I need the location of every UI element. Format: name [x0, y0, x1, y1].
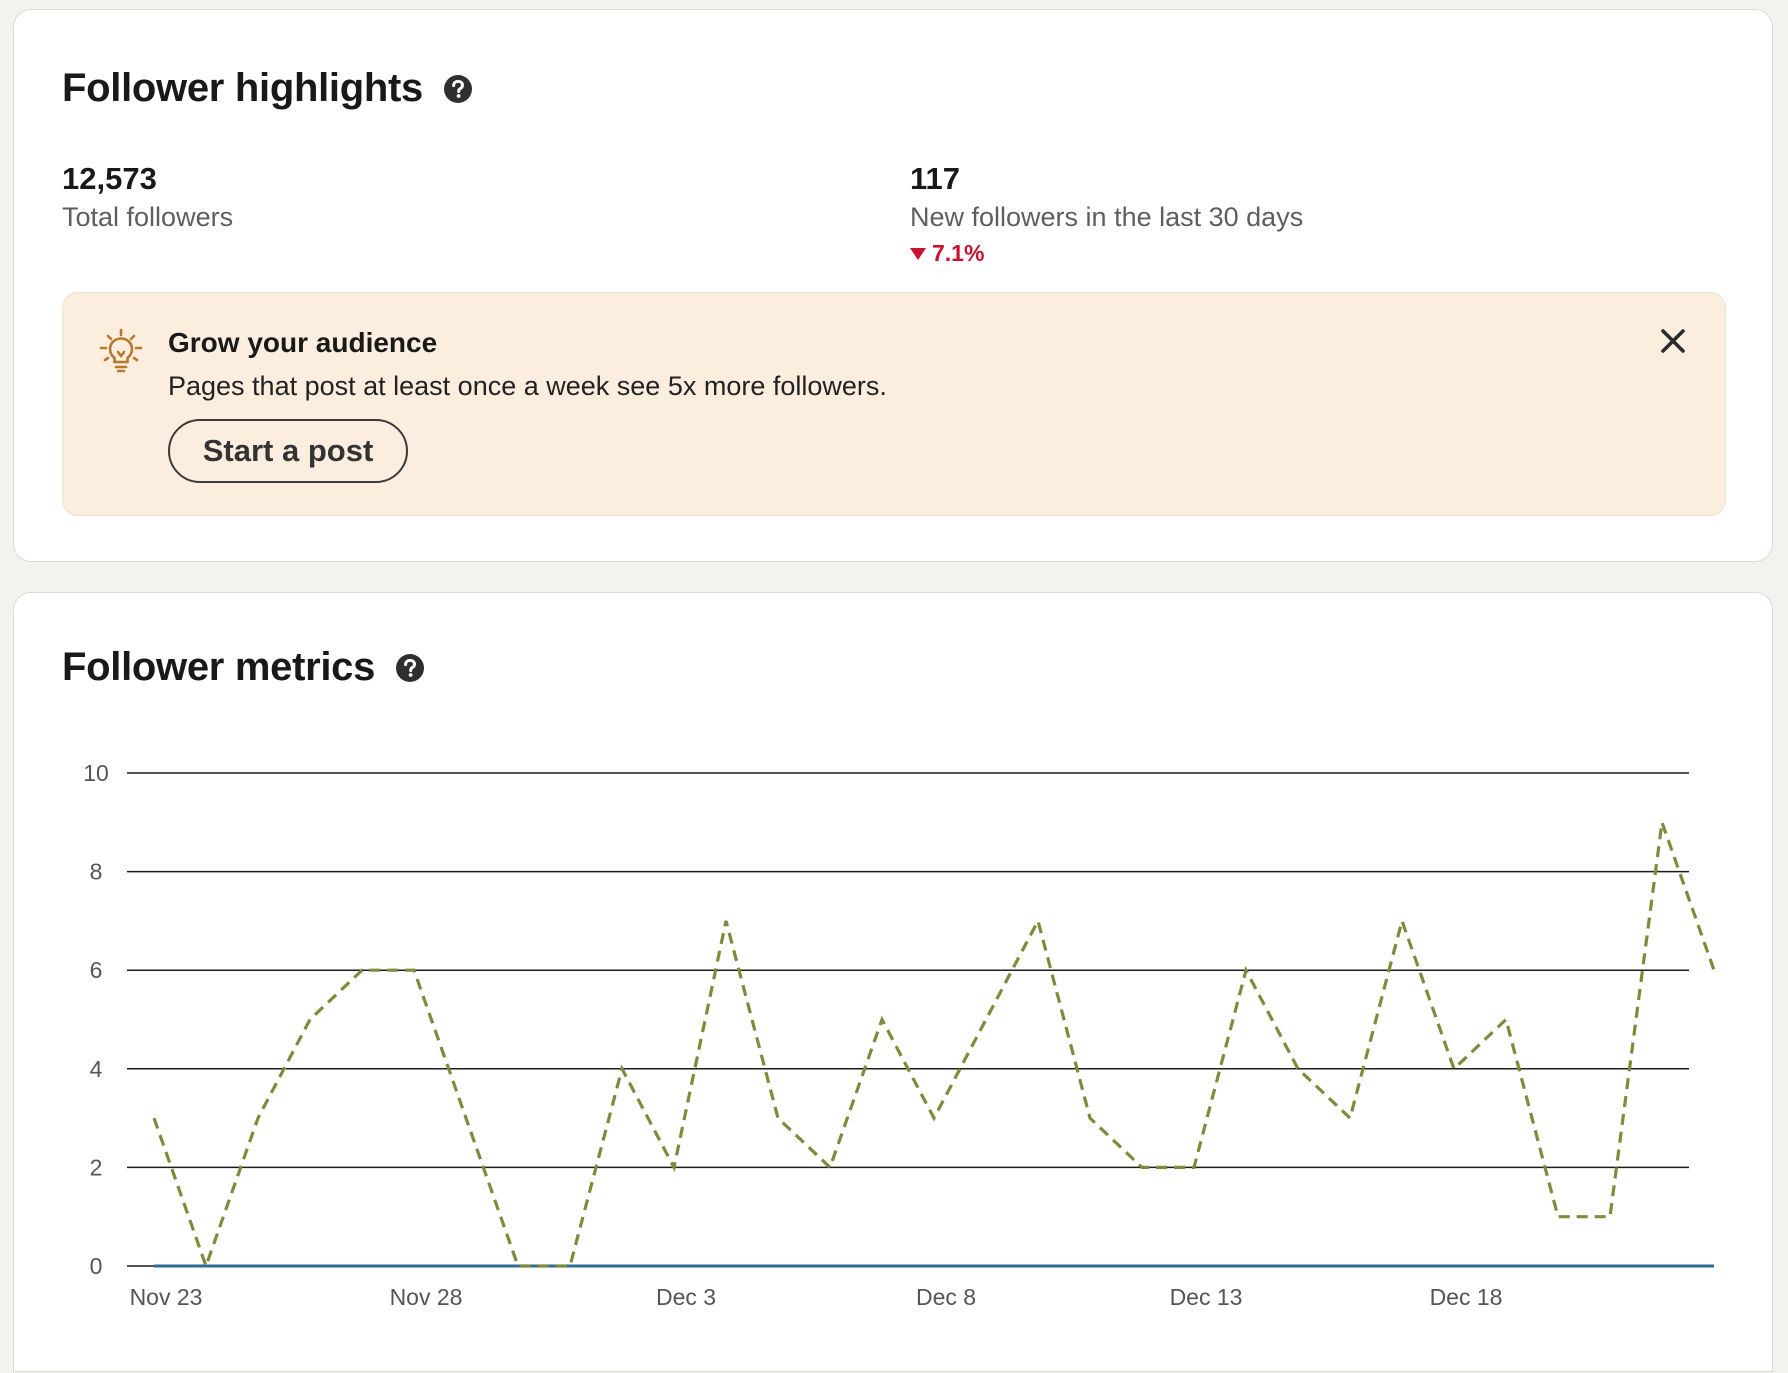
- data-point: [1711, 1263, 1717, 1269]
- x-tick-label: Dec 3: [656, 1284, 716, 1310]
- data-point: [203, 1263, 209, 1269]
- total-followers-value: 12,573: [62, 161, 157, 196]
- data-point: [775, 1263, 781, 1269]
- data-point: [983, 1017, 989, 1023]
- data-point: [359, 967, 365, 973]
- data-point: [1191, 1263, 1197, 1269]
- x-tick-label: Nov 23: [130, 1284, 203, 1310]
- tip-text: Pages that post at least once a week see…: [168, 371, 887, 401]
- new-followers-stat: 117 New followers in the last 30 days 7.…: [910, 160, 1303, 267]
- close-tip-button[interactable]: [1651, 319, 1695, 363]
- triangle-down-icon: [910, 240, 926, 267]
- data-point: [1139, 1164, 1145, 1170]
- data-point: [1503, 1263, 1509, 1269]
- data-point: [411, 967, 417, 973]
- data-point: [827, 1263, 833, 1269]
- tip-title: Grow your audience: [168, 327, 438, 358]
- data-point: [151, 1115, 157, 1121]
- data-point: [255, 1115, 261, 1121]
- data-point: [1555, 1263, 1561, 1269]
- y-tick-label: 10: [83, 760, 109, 786]
- data-point: [463, 1115, 469, 1121]
- data-point: [463, 1263, 469, 1269]
- data-point: [1139, 1263, 1145, 1269]
- metrics-title: Follower metrics: [62, 645, 425, 690]
- data-point: [515, 1263, 521, 1269]
- data-point: [983, 1263, 989, 1269]
- y-tick-label: 8: [90, 859, 103, 885]
- x-tick-label: Dec 13: [1170, 1284, 1243, 1310]
- data-point: [931, 1263, 937, 1269]
- data-point: [255, 1263, 261, 1269]
- data-point: [411, 1263, 417, 1269]
- data-point: [1295, 1066, 1301, 1072]
- data-point: [1659, 819, 1665, 825]
- start-post-button[interactable]: Start a post: [168, 419, 408, 483]
- total-followers-stat: 12,573 Total followers: [62, 160, 233, 234]
- x-tick-label: Nov 28: [390, 1284, 463, 1310]
- lightbulb-icon: [97, 327, 145, 375]
- highlights-title: Follower highlights: [62, 66, 473, 111]
- y-tick-label: 4: [90, 1056, 103, 1082]
- x-tick-label: Dec 18: [1430, 1284, 1503, 1310]
- data-point: [1711, 967, 1717, 973]
- new-followers-change: 7.1%: [910, 240, 1303, 267]
- series-line-dashed: [152, 821, 1716, 1271]
- data-point: [1087, 1115, 1093, 1121]
- data-point: [931, 1115, 937, 1121]
- y-tick-label: 2: [90, 1154, 103, 1180]
- data-point: [775, 1115, 781, 1121]
- data-point: [359, 1263, 365, 1269]
- total-followers-label: Total followers: [62, 202, 234, 233]
- data-point: [1607, 1214, 1613, 1220]
- help-circle-icon[interactable]: [395, 653, 425, 683]
- close-icon: [1651, 329, 1695, 366]
- new-followers-label: New followers in the last 30 days: [910, 202, 1304, 233]
- data-point: [1243, 1263, 1249, 1269]
- data-point: [1035, 918, 1041, 924]
- follower-metrics-chart: 0 2 4 6 8 10 Nov 23 Nov 28 Dec 3 Dec 8 Dec 13 Dec 1…: [83, 760, 1717, 1310]
- data-point: [1659, 1263, 1665, 1269]
- new-followers-value: 117: [910, 161, 961, 196]
- data-point: [1087, 1263, 1093, 1269]
- data-point: [1347, 1115, 1353, 1121]
- highlights-title-text: Follower highlights: [62, 66, 423, 110]
- grow-audience-tip: Grow your audience Pages that post at le…: [62, 292, 1726, 516]
- data-point: [723, 1263, 729, 1269]
- data-point: [1451, 1263, 1457, 1269]
- data-point: [879, 1017, 885, 1023]
- data-point: [1399, 1263, 1405, 1269]
- data-point: [619, 1263, 625, 1269]
- data-point: [1295, 1263, 1301, 1269]
- data-point: [307, 1263, 313, 1269]
- follower-highlights-card: Follower highlights 12,573 Total followe…: [13, 9, 1773, 562]
- x-tick-label: Dec 8: [916, 1284, 976, 1310]
- data-point: [1451, 1066, 1457, 1072]
- y-tick-label: 6: [90, 957, 103, 983]
- data-point: [619, 1066, 625, 1072]
- y-tick-label: 0: [90, 1253, 103, 1279]
- follower-metrics-card: Follower metrics 0 2 4 6 8 10 Nov 23 Nov 28 Dec …: [13, 592, 1773, 1372]
- data-point: [671, 1164, 677, 1170]
- data-point: [1191, 1164, 1197, 1170]
- data-point: [567, 1263, 573, 1269]
- data-point: [827, 1164, 833, 1170]
- data-point: [879, 1263, 885, 1269]
- data-point: [1555, 1214, 1561, 1220]
- data-point: [1243, 967, 1249, 973]
- metrics-title-text: Follower metrics: [62, 645, 376, 689]
- change-percent: 7.1%: [932, 239, 985, 266]
- data-point: [151, 1263, 157, 1269]
- data-point: [1347, 1263, 1353, 1269]
- data-point: [1607, 1263, 1613, 1269]
- data-point: [671, 1263, 677, 1269]
- data-point: [1399, 918, 1405, 924]
- data-point: [1035, 1263, 1041, 1269]
- help-circle-icon[interactable]: [443, 74, 473, 104]
- data-point: [307, 1017, 313, 1023]
- data-point: [1503, 1017, 1509, 1023]
- data-point: [723, 918, 729, 924]
